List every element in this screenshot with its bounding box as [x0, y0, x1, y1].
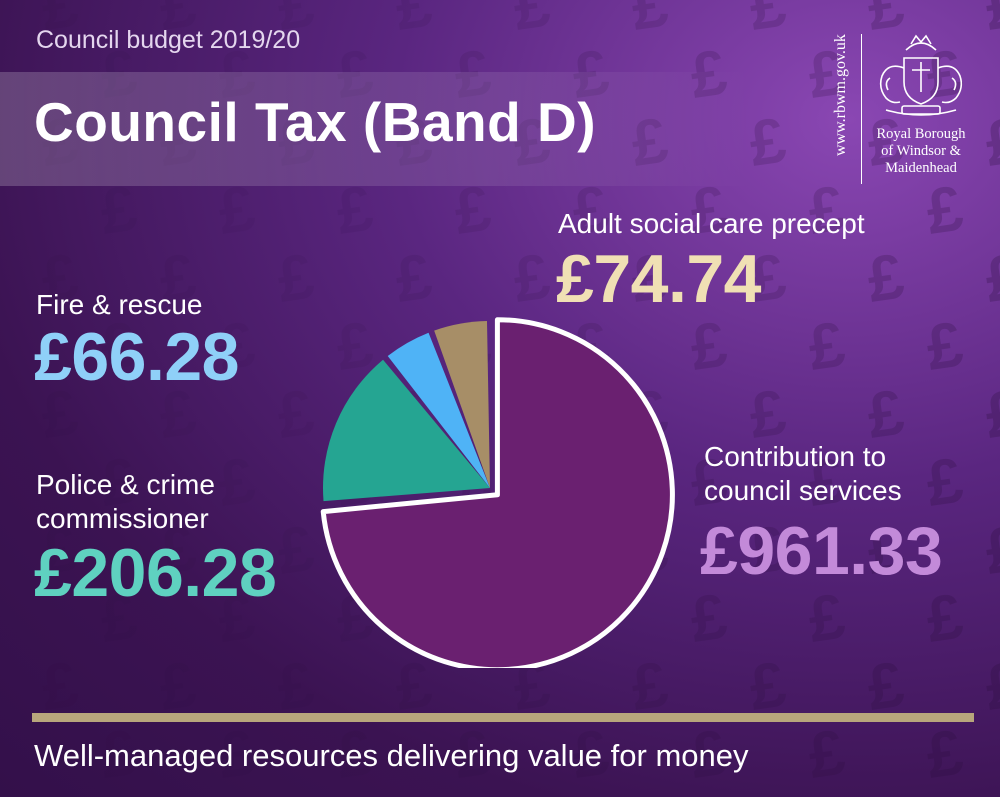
pound-sign-pattern-glyph: £	[804, 716, 849, 792]
pound-sign-pattern-glyph: £	[922, 580, 967, 656]
council-logo: www.rbwm.gov.uk Royal Borough of Windsor…	[826, 30, 976, 188]
council-tax-pie-chart	[320, 317, 675, 668]
org-line-3: Maidenhead	[885, 160, 957, 176]
title-band	[0, 72, 750, 186]
police-amount: £206.28	[34, 535, 277, 611]
council-label-line-1: Contribution to	[704, 441, 887, 472]
police-label-line-1: Police & crime	[36, 469, 215, 500]
pound-sign-pattern-glyph: £	[627, 0, 672, 44]
organisation-name: Royal Borough of Windsor & Maidenhead	[866, 126, 976, 177]
page-title: Council Tax (Band D)	[34, 91, 597, 153]
pound-sign-pattern-glyph: £	[981, 0, 1000, 44]
org-line-1: Royal Borough	[876, 126, 966, 142]
adult-social-care-amount: £74.74	[556, 241, 761, 317]
pound-sign-pattern-glyph: £	[981, 240, 1000, 316]
org-line-2: of Windsor &	[881, 143, 961, 159]
pound-sign-pattern-glyph: £	[863, 240, 908, 316]
pound-sign-pattern-glyph: £	[981, 376, 1000, 452]
pound-sign-pattern-glyph: £	[804, 308, 849, 384]
pie-slice-adult-social-care-precept	[434, 321, 490, 488]
footer-tagline: Well-managed resources delivering value …	[34, 738, 749, 773]
fire-rescue-label: Fire & rescue	[36, 289, 203, 320]
pie-slice-contribution-to-council-services	[320, 317, 675, 668]
pound-sign-pattern-glyph: £	[509, 0, 554, 44]
pound-sign-pattern-glyph: £	[981, 648, 1000, 724]
police-label-line-2: commissioner	[36, 503, 209, 534]
pound-sign-pattern-glyph: £	[922, 308, 967, 384]
pound-sign-pattern-glyph: £	[214, 444, 259, 520]
pound-sign-pattern-glyph: £	[922, 716, 967, 792]
council-label-line-2: council services	[704, 475, 902, 506]
pie-slice-fire-rescue	[387, 332, 490, 488]
fire-rescue-amount: £66.28	[34, 319, 239, 395]
pound-sign-pattern-glyph: £	[981, 104, 1000, 180]
pound-sign-pattern-glyph: £	[391, 0, 436, 44]
coat-of-arms-icon	[879, 34, 963, 116]
pound-sign-pattern-glyph: £	[922, 444, 967, 520]
adult-social-care-label: Adult social care precept	[558, 208, 865, 239]
accent-divider	[32, 713, 974, 722]
logo-divider	[861, 34, 862, 184]
subtitle: Council budget 2019/20	[36, 26, 301, 54]
pie-slice-police-crime-commissioner	[323, 359, 490, 502]
police-label: Police & crime commissioner	[36, 468, 215, 536]
pound-sign-pattern-glyph: £	[804, 580, 849, 656]
pound-sign-pattern-glyph: £	[981, 512, 1000, 588]
pound-sign-pattern-glyph: £	[745, 0, 790, 44]
pound-sign-pattern-glyph: £	[745, 104, 790, 180]
council-label: Contribution to council services	[704, 440, 902, 508]
council-amount: £961.33	[700, 513, 943, 589]
logo-url: www.rbwm.gov.uk	[832, 34, 849, 156]
